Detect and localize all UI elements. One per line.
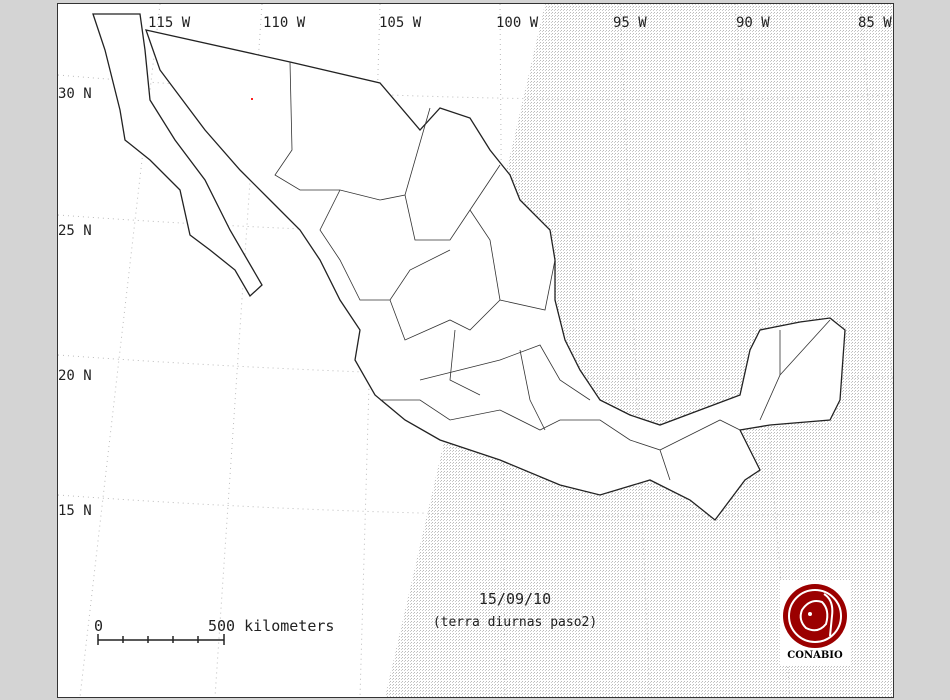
scale-end-label: 500 kilometers [208,617,335,635]
longitude-label: 100 W [496,15,539,31]
latitude-label: 30 N [58,86,92,102]
state-borders [274,61,831,481]
map-date: 15/09/10 [478,590,552,608]
conabio-logo: CONABIO [780,580,850,666]
conabio-emblem-icon [783,584,847,648]
longitude-label: 115 W [148,15,191,31]
latitude-label: 20 N [58,368,92,384]
latitude-label: 25 N [58,223,92,239]
logo-text: CONABIO [787,650,843,661]
map-subtitle: (terra diurnas paso2) [432,615,598,630]
longitude-label: 110 W [263,15,306,31]
fire-hotspot [251,98,253,100]
no-coverage-area [385,4,893,697]
scale-bar [97,634,225,645]
longitude-label: 85 W [858,15,892,31]
longitude-label: 105 W [379,15,422,31]
scale-start-label: 0 [94,617,104,635]
latitude-label: 15 N [58,503,92,519]
longitude-label: 95 W [613,15,647,31]
baja-california [92,13,263,298]
longitude-label: 90 W [736,15,770,31]
